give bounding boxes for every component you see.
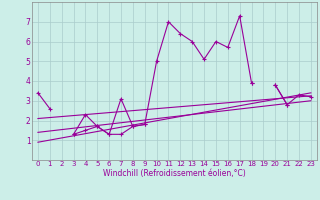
X-axis label: Windchill (Refroidissement éolien,°C): Windchill (Refroidissement éolien,°C) <box>103 169 246 178</box>
